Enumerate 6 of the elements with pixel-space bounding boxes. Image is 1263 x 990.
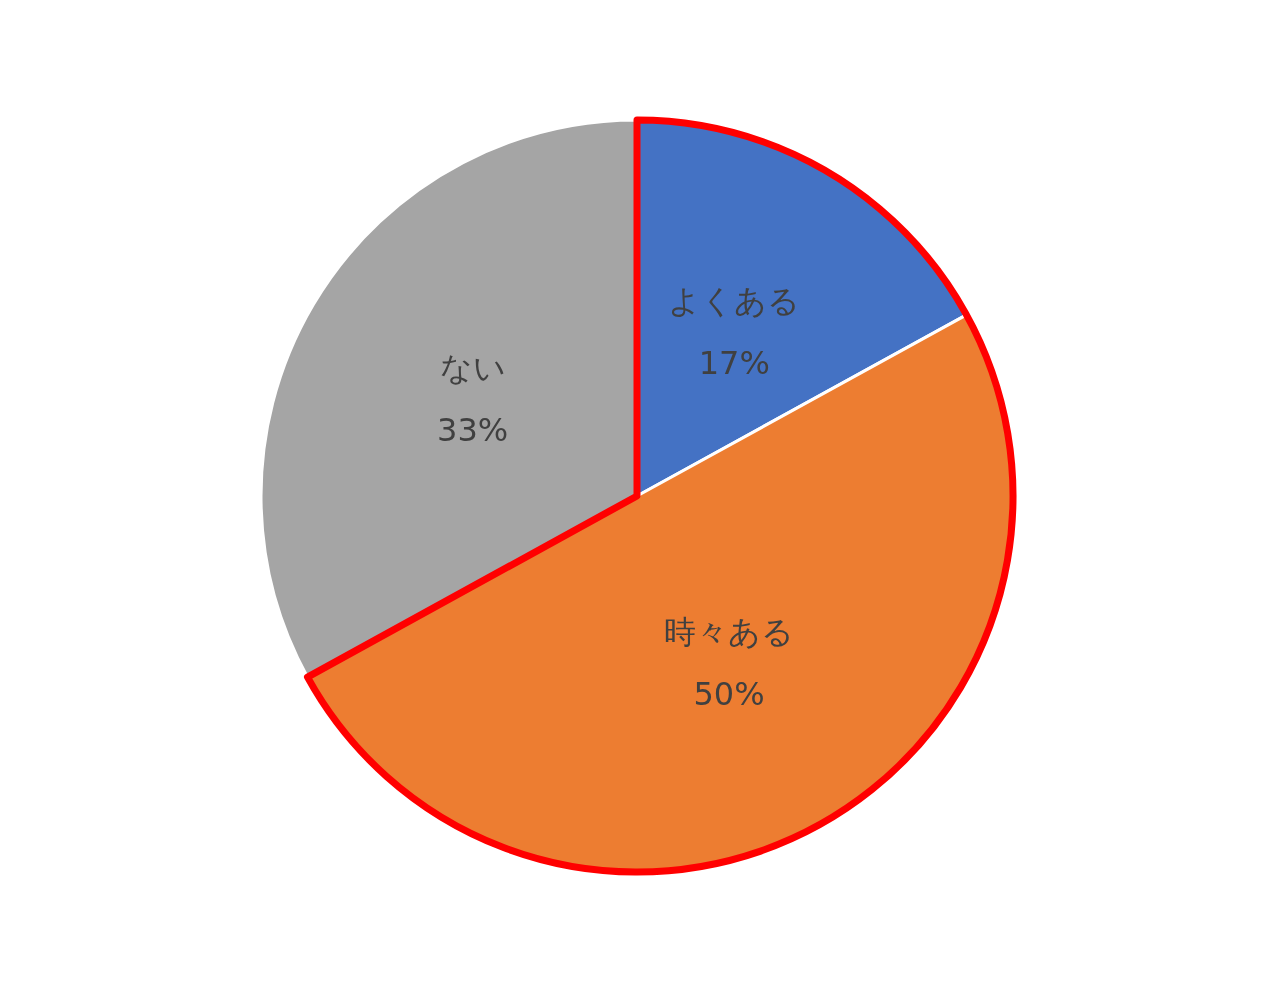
data-label: 50% xyxy=(693,675,765,714)
data-label: 33% xyxy=(437,410,509,449)
slice-label: 時々ある xyxy=(664,613,795,652)
slice-label: ない xyxy=(439,348,506,387)
slice-label: よくある xyxy=(668,281,801,320)
data-label: 17% xyxy=(698,343,770,382)
